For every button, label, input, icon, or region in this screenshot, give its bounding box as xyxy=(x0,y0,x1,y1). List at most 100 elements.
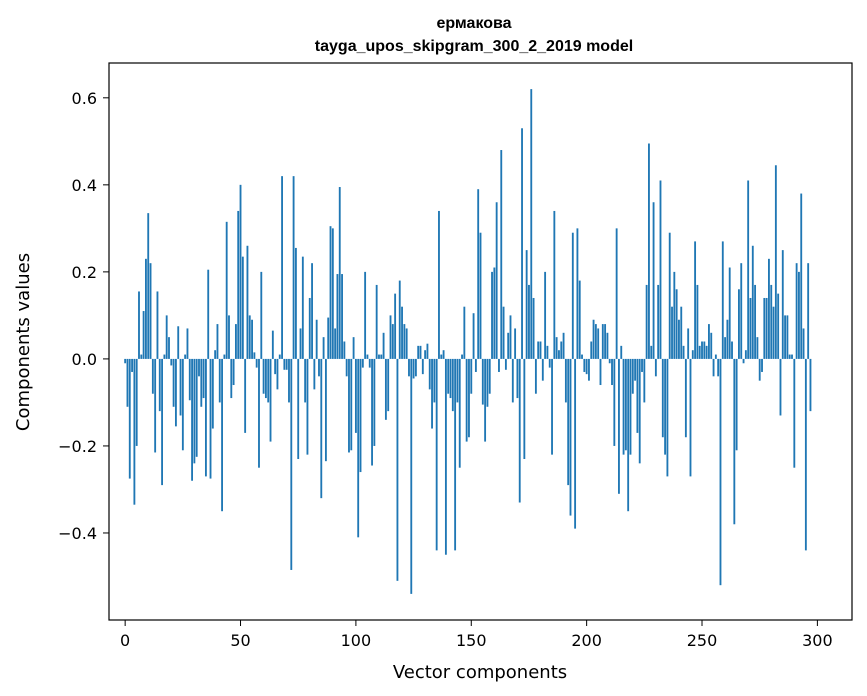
bar xyxy=(680,306,683,359)
bar xyxy=(758,358,761,381)
bar xyxy=(431,358,433,429)
bar xyxy=(216,324,219,359)
bar xyxy=(214,350,217,359)
bar xyxy=(472,313,475,359)
bar xyxy=(481,358,484,405)
bar xyxy=(361,358,364,368)
bar xyxy=(285,358,288,370)
bar xyxy=(454,358,457,551)
bar xyxy=(733,358,736,525)
bar xyxy=(451,358,454,412)
bar xyxy=(518,358,521,503)
bar xyxy=(371,358,373,466)
bar xyxy=(394,293,397,359)
x-tick-label: 150 xyxy=(456,631,487,650)
bar xyxy=(292,176,295,359)
bar xyxy=(631,358,634,394)
bar xyxy=(500,150,503,359)
bar xyxy=(271,330,274,359)
bar xyxy=(774,165,777,359)
x-tick-label: 300 xyxy=(802,631,833,650)
bar xyxy=(327,317,330,359)
bar xyxy=(514,328,517,359)
bar xyxy=(276,358,279,390)
bar xyxy=(165,315,168,359)
bar xyxy=(728,267,731,359)
bar xyxy=(449,358,452,399)
bar xyxy=(721,241,724,359)
bar xyxy=(673,271,676,359)
bar xyxy=(156,291,159,359)
bar xyxy=(726,319,729,359)
bar xyxy=(802,328,805,359)
bar xyxy=(239,184,242,359)
bar xyxy=(539,341,542,359)
bar xyxy=(382,332,385,359)
bar xyxy=(601,324,604,359)
bar xyxy=(622,358,625,455)
bar xyxy=(368,358,371,368)
bar xyxy=(345,358,348,377)
bar xyxy=(687,328,690,359)
bar xyxy=(168,337,170,359)
bar xyxy=(749,297,752,359)
bar xyxy=(689,358,692,477)
bar xyxy=(555,337,558,359)
bar xyxy=(479,232,482,359)
bar xyxy=(770,284,773,359)
bar xyxy=(712,358,715,377)
bar xyxy=(419,345,422,359)
x-tick-label: 0 xyxy=(120,631,130,650)
bar xyxy=(661,358,664,438)
bar xyxy=(177,326,180,359)
bar xyxy=(414,358,417,377)
bar xyxy=(581,354,583,359)
bar xyxy=(611,358,613,386)
bar xyxy=(705,345,708,359)
y-axis-ticks: −0.4 −0.2 0.0 0.2 0.4 0.6 xyxy=(58,89,109,543)
bar xyxy=(641,358,643,372)
bar xyxy=(221,358,223,512)
bar xyxy=(788,354,791,359)
bar xyxy=(138,291,140,359)
bar xyxy=(784,315,787,359)
bar xyxy=(396,358,399,581)
bar xyxy=(629,358,632,455)
bar xyxy=(664,358,667,455)
bar xyxy=(613,358,616,446)
bar xyxy=(324,358,327,462)
bar xyxy=(297,358,300,459)
bar xyxy=(154,358,157,453)
y-axis-label: Components values xyxy=(13,253,34,431)
bar xyxy=(532,297,535,359)
bar xyxy=(412,358,415,379)
bar xyxy=(592,319,595,359)
bar xyxy=(643,358,646,403)
bar xyxy=(260,271,263,359)
bar xyxy=(608,358,611,364)
bar xyxy=(336,274,339,359)
bar xyxy=(428,358,431,390)
bar xyxy=(634,358,637,381)
bar xyxy=(456,358,459,403)
bar xyxy=(493,267,496,359)
bar xyxy=(142,311,145,359)
bar xyxy=(258,358,260,468)
bar xyxy=(207,269,210,359)
bar xyxy=(253,352,256,359)
bar xyxy=(504,358,507,370)
bar xyxy=(534,358,537,394)
bar xyxy=(666,358,669,477)
bar xyxy=(301,256,304,359)
bar xyxy=(615,228,618,359)
bar xyxy=(269,358,272,442)
bar xyxy=(191,358,193,481)
bar xyxy=(597,328,600,359)
bar xyxy=(163,354,166,359)
bar xyxy=(438,210,440,359)
bar xyxy=(198,358,200,377)
bar xyxy=(744,350,747,359)
bar xyxy=(528,284,530,359)
bar xyxy=(585,358,588,375)
bar xyxy=(417,345,420,359)
